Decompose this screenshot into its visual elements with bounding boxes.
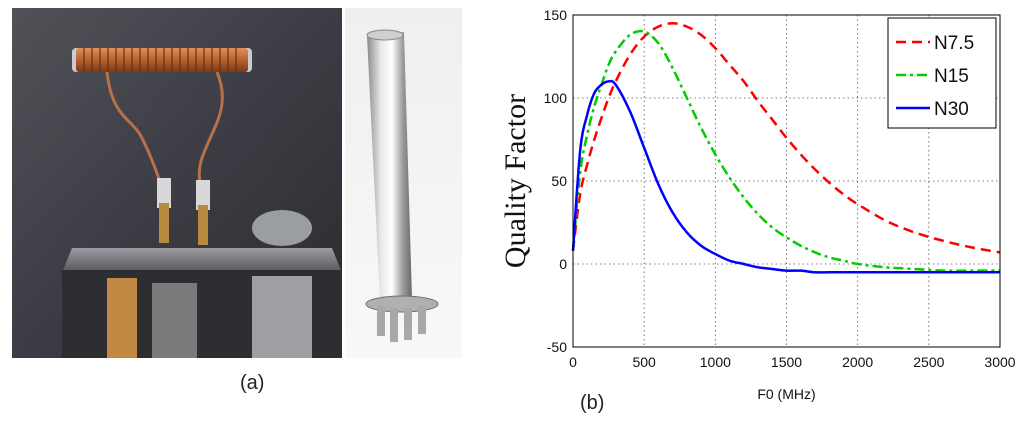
x-tick-label: 3000 — [984, 354, 1015, 370]
legend-label: N30 — [934, 99, 969, 120]
y-axis-label: Quality Factor — [499, 94, 532, 268]
caption-b: (b) — [580, 392, 605, 414]
legend-label: N7.5 — [934, 33, 974, 54]
coil-photo — [12, 8, 342, 358]
series-line-n15 — [571, 29, 1000, 273]
x-tick-label: 2500 — [913, 354, 944, 370]
legend-label: N15 — [934, 66, 969, 87]
series-line-n7-5 — [571, 22, 1001, 254]
x-tick-label: 1000 — [700, 354, 731, 370]
y-tick-label: 150 — [544, 7, 568, 23]
x-tick-label: 2000 — [842, 354, 873, 370]
metal-tube-photo — [345, 8, 462, 358]
caption-a: (a) — [240, 372, 265, 394]
legend: N7.5 N15 N30 — [887, 17, 997, 129]
x-tick-label: 0 — [569, 354, 577, 370]
series-line-n30 — [571, 79, 1000, 274]
photo-panel — [12, 8, 462, 358]
y-tick-label: 0 — [559, 256, 567, 272]
x-tick-label: 500 — [632, 354, 656, 370]
y-tick-label: -50 — [547, 339, 567, 355]
x-axis-label: F0 (MHz) — [757, 386, 815, 402]
plot-frame — [572, 14, 1001, 348]
series-lines — [571, 22, 1001, 274]
legend-box — [887, 17, 997, 129]
x-tick-label: 1500 — [771, 354, 802, 370]
y-tick-label: 50 — [551, 173, 567, 189]
y-tick-label: 100 — [544, 90, 568, 106]
